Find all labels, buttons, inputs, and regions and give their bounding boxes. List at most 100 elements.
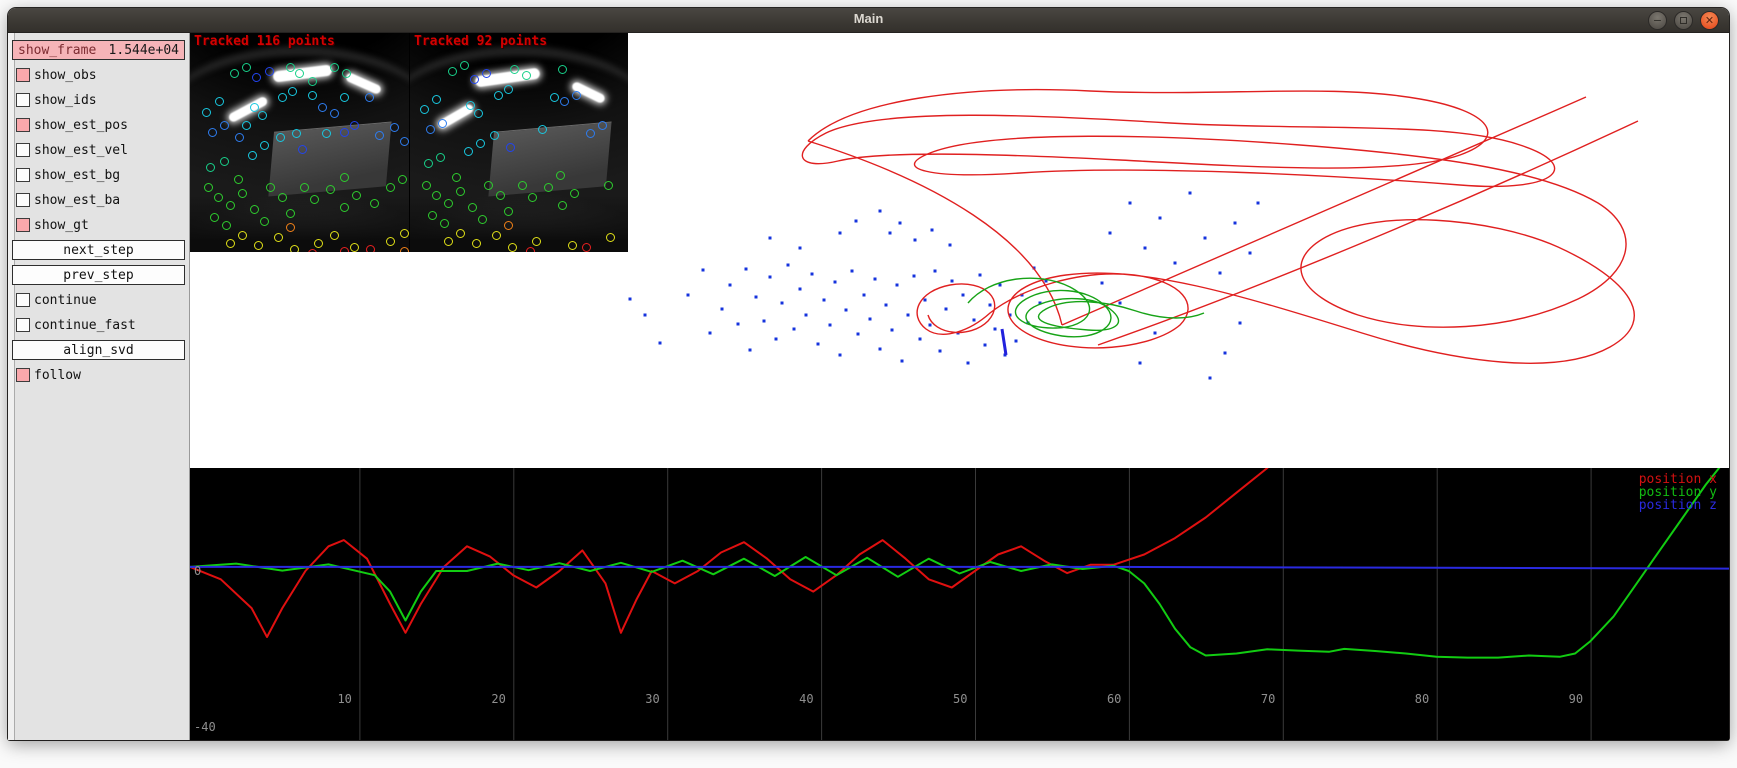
feature-circle bbox=[220, 121, 229, 130]
show_ids-checkbox[interactable] bbox=[16, 93, 30, 107]
feature-circle bbox=[426, 125, 435, 134]
map-point bbox=[884, 303, 888, 307]
feature-circle bbox=[400, 137, 409, 146]
maximize-button[interactable] bbox=[1674, 11, 1693, 30]
map-point bbox=[1008, 313, 1012, 317]
feature-circle bbox=[386, 183, 395, 192]
feature-circle bbox=[518, 181, 527, 190]
feature-circle bbox=[466, 101, 475, 110]
sidebar-item-show_obs[interactable]: show_obs bbox=[16, 65, 185, 85]
feature-circle bbox=[308, 249, 317, 252]
align_svd-button-label: align_svd bbox=[63, 342, 134, 358]
close-button[interactable]: ✕ bbox=[1700, 11, 1719, 30]
feature-circle bbox=[366, 245, 375, 252]
sidebar-item-align_svd[interactable]: align_svd bbox=[12, 340, 185, 360]
sidebar-item-follow[interactable]: follow bbox=[16, 365, 185, 385]
map-point bbox=[822, 298, 826, 302]
continue-checkbox[interactable] bbox=[16, 293, 30, 307]
sidebar-item-show_gt[interactable]: show_gt bbox=[16, 215, 185, 235]
y-min-label: -40 bbox=[194, 720, 216, 734]
map-point bbox=[686, 293, 690, 297]
feature-circle bbox=[235, 133, 244, 142]
ceiling-arch bbox=[190, 46, 409, 186]
map-point bbox=[1188, 191, 1192, 195]
feature-circle bbox=[254, 241, 263, 250]
map-point bbox=[966, 361, 970, 365]
feature-circle bbox=[234, 175, 243, 184]
map-point bbox=[906, 313, 910, 317]
feature-circle bbox=[558, 65, 567, 74]
feature-circle bbox=[526, 247, 535, 252]
feature-circle bbox=[226, 201, 235, 210]
feature-circle bbox=[208, 128, 217, 137]
plot-svg bbox=[190, 468, 1729, 740]
feature-circle bbox=[274, 233, 283, 242]
feature-circle bbox=[484, 181, 493, 190]
estimated-trajectory bbox=[967, 277, 1205, 338]
show_gt-checkbox[interactable] bbox=[16, 218, 30, 232]
map-point bbox=[862, 293, 866, 297]
show_est_bg-checkbox[interactable] bbox=[16, 168, 30, 182]
map-point bbox=[948, 243, 952, 247]
next_step-button-label: next_step bbox=[63, 242, 134, 258]
show_est_vel-checkbox[interactable] bbox=[16, 143, 30, 157]
map-point bbox=[728, 283, 732, 287]
feature-circle bbox=[504, 207, 513, 216]
sidebar-item-show_est_bg[interactable]: show_est_bg bbox=[16, 165, 185, 185]
show_obs-checkbox[interactable] bbox=[16, 68, 30, 82]
feature-circle bbox=[494, 91, 503, 100]
map-point bbox=[868, 317, 872, 321]
sidebar-item-continue[interactable]: continue bbox=[16, 290, 185, 310]
map-point bbox=[938, 349, 942, 353]
show_est_ba-checkbox[interactable] bbox=[16, 193, 30, 207]
titlebar[interactable]: Main − ✕ bbox=[8, 8, 1729, 33]
feature-circle bbox=[266, 183, 275, 192]
feature-circle bbox=[330, 109, 339, 118]
show_est_pos-label: show_est_pos bbox=[34, 117, 128, 133]
feature-circle bbox=[598, 121, 607, 130]
show_frame-label: show_frame bbox=[18, 42, 97, 58]
feature-circle bbox=[286, 63, 295, 72]
show_est_pos-checkbox[interactable] bbox=[16, 118, 30, 132]
show_est_ba-label: show_est_ba bbox=[34, 192, 121, 208]
map-point bbox=[898, 221, 902, 225]
feature-circle bbox=[386, 237, 395, 246]
sidebar-item-show_est_vel[interactable]: show_est_vel bbox=[16, 140, 185, 160]
sidebar-item-show_est_ba[interactable]: show_est_ba bbox=[16, 190, 185, 210]
sidebar-item-show_est_pos[interactable]: show_est_pos bbox=[16, 115, 185, 135]
map-point bbox=[1128, 201, 1132, 205]
map-point bbox=[1203, 236, 1207, 240]
map-point bbox=[850, 269, 854, 273]
feature-circle bbox=[352, 191, 361, 200]
feature-circle bbox=[558, 201, 567, 210]
feature-circle bbox=[226, 239, 235, 248]
show_frame-value: 1.544e+04 bbox=[108, 42, 179, 58]
sidebar-item-show_ids[interactable]: show_ids bbox=[16, 90, 185, 110]
sidebar-item-prev_step[interactable]: prev_step bbox=[12, 265, 185, 285]
feature-circle bbox=[314, 239, 323, 248]
map-point bbox=[628, 297, 632, 301]
follow-checkbox[interactable] bbox=[16, 368, 30, 382]
trajectory-svg bbox=[628, 89, 1639, 380]
tracked-points-label: Tracked 116 points bbox=[194, 34, 335, 49]
feature-circle bbox=[490, 131, 499, 140]
camera-view-left: Tracked 116 points bbox=[190, 33, 409, 252]
feature-circle bbox=[452, 173, 461, 182]
map-point bbox=[1038, 301, 1042, 305]
minimize-button[interactable]: − bbox=[1648, 11, 1667, 30]
series-position-z bbox=[190, 565, 1729, 570]
feature-circle bbox=[568, 241, 577, 250]
plot-panel[interactable]: position x position y position z 0 -40 10 2… bbox=[190, 468, 1729, 740]
feature-circle bbox=[342, 69, 351, 78]
x-tick-label: 50 bbox=[953, 692, 968, 706]
continue_fast-checkbox[interactable] bbox=[16, 318, 30, 332]
map-point bbox=[1118, 301, 1122, 305]
map-point bbox=[978, 273, 982, 277]
continue-label: continue bbox=[34, 292, 97, 308]
sidebar-item-next_step[interactable]: next_step bbox=[12, 240, 185, 260]
sidebar-item-continue_fast[interactable]: continue_fast bbox=[16, 315, 185, 335]
show_gt-label: show_gt bbox=[34, 217, 89, 233]
feature-circle bbox=[560, 97, 569, 106]
sidebar-item-show_frame[interactable]: show_frame 1.544e+04 bbox=[12, 40, 185, 60]
map-point bbox=[828, 323, 832, 327]
